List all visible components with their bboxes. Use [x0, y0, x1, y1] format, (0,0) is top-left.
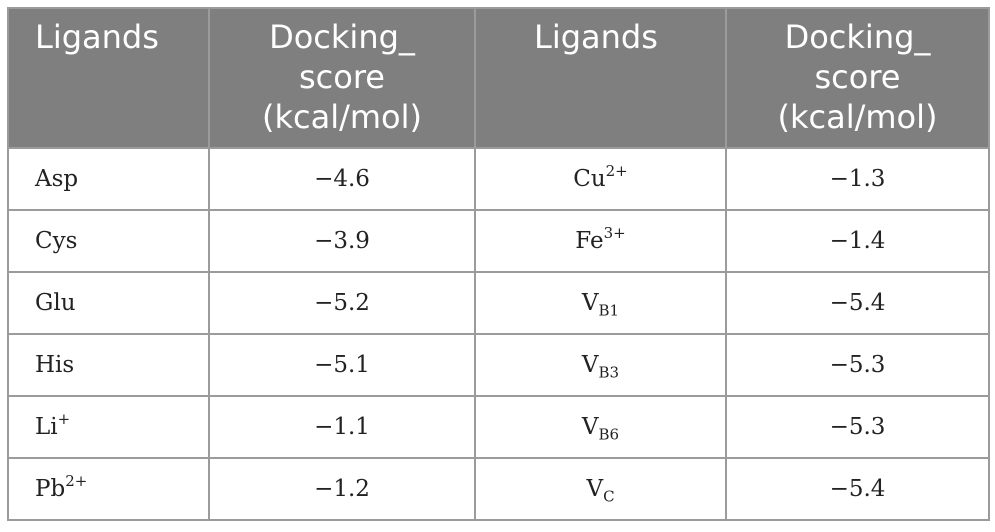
score-cell: −3.9: [208, 209, 476, 273]
ligand-cell: VC: [474, 457, 727, 521]
table-row: His −5.1 VB3 −5.3: [7, 333, 990, 397]
header-docking-score-1-line3: (kcal/mol): [261, 98, 422, 136]
ligand-cell: Pb2+: [7, 457, 210, 521]
table-row: Glu −5.2 VB1 −5.4: [7, 271, 990, 335]
score-cell: −1.1: [208, 395, 476, 459]
ligand-cell: Glu: [7, 271, 210, 335]
header-ligands-2: Ligands: [474, 7, 727, 149]
ligand-cell: VB1: [474, 271, 727, 335]
ligand-symbol: Glu: [35, 290, 76, 316]
header-docking-score-1-line2: score: [299, 58, 385, 96]
score-cell: −5.3: [725, 395, 990, 459]
table-row: Pb2+ −1.2 VC −5.4: [7, 457, 990, 521]
header-docking-score-2-line2: score: [814, 58, 901, 96]
header-row: Ligands Docking_ score (kcal/mol) Ligand…: [7, 7, 990, 149]
ligand-subscript: B6: [598, 425, 620, 444]
ligand-subscript: B1: [598, 301, 620, 320]
ligand-subscript: C: [603, 487, 615, 506]
ligand-subscript: B3: [598, 363, 620, 382]
ligand-symbol: Pb: [35, 476, 66, 502]
header-docking-score-1: Docking_ score (kcal/mol): [208, 7, 476, 149]
score-cell: −5.4: [725, 457, 990, 521]
ligand-symbol: Li: [35, 414, 58, 440]
header-ligands-2-text: Ligands: [534, 18, 658, 56]
score-cell: −1.3: [725, 147, 990, 211]
ligand-symbol: Cys: [35, 228, 78, 254]
ligand-cell: Fe3+: [474, 209, 727, 273]
ligand-symbol: V: [581, 352, 599, 378]
ligand-symbol: Cu: [573, 166, 606, 192]
ligand-charge: 2+: [65, 472, 88, 491]
ligand-symbol: His: [35, 352, 75, 378]
ligand-cell: Li+: [7, 395, 210, 459]
table-row: Asp −4.6 Cu2+ −1.3: [7, 147, 990, 211]
ligand-cell: Asp: [7, 147, 210, 211]
header-docking-score-2-line1: Docking_: [784, 18, 931, 56]
ligand-cell: His: [7, 333, 210, 397]
ligand-symbol: V: [586, 476, 604, 502]
ligand-cell: Cys: [7, 209, 210, 273]
header-ligands-1: Ligands: [7, 7, 210, 149]
ligand-symbol: Fe: [575, 228, 604, 254]
ligand-symbol: V: [581, 290, 599, 316]
docking-score-table: Ligands Docking_ score (kcal/mol) Ligand…: [7, 7, 990, 521]
score-cell: −5.3: [725, 333, 990, 397]
table-row: Cys −3.9 Fe3+ −1.4: [7, 209, 990, 273]
ligand-cell: Cu2+: [474, 147, 727, 211]
table-body: Asp −4.6 Cu2+ −1.3 Cys −3.9 Fe3+ −1.4 Gl…: [7, 147, 990, 521]
table-row: Li+ −1.1 VB6 −5.3: [7, 395, 990, 459]
table-header: Ligands Docking_ score (kcal/mol) Ligand…: [7, 7, 990, 149]
score-cell: −1.4: [725, 209, 990, 273]
ligand-cell: VB3: [474, 333, 727, 397]
header-ligands-1-text: Ligands: [35, 18, 159, 56]
ligand-charge: 2+: [605, 162, 628, 181]
score-cell: −1.2: [208, 457, 476, 521]
header-docking-score-2-line3: (kcal/mol): [777, 98, 938, 136]
ligand-charge: 3+: [603, 224, 626, 243]
ligand-cell: VB6: [474, 395, 727, 459]
score-cell: −5.4: [725, 271, 990, 335]
ligand-symbol: V: [581, 414, 599, 440]
score-cell: −5.1: [208, 333, 476, 397]
score-cell: −4.6: [208, 147, 476, 211]
ligand-symbol: Asp: [35, 166, 79, 192]
ligand-charge: +: [57, 410, 71, 429]
score-cell: −5.2: [208, 271, 476, 335]
header-docking-score-1-line1: Docking_: [269, 18, 415, 56]
header-docking-score-2: Docking_ score (kcal/mol): [725, 7, 990, 149]
